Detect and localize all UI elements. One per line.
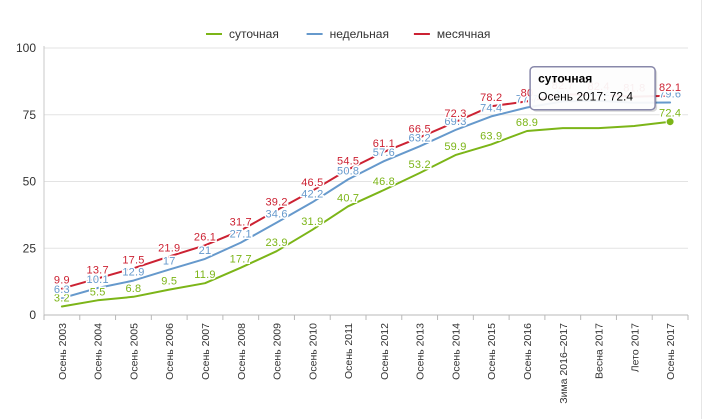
legend-label: месячная	[437, 27, 490, 41]
data-label: 46.5	[301, 177, 323, 189]
data-label: 13.7	[87, 264, 109, 276]
legend-label: недельная	[330, 27, 389, 41]
series-line-1[interactable]	[60, 99, 672, 300]
x-axis-ticks: Осень 2003 Осень 2004 Осень 2005 Осень 2006…	[57, 323, 677, 404]
data-label: 12.9	[122, 267, 144, 279]
x-tick-label: Осень 2006	[164, 323, 176, 380]
data-label: 21	[199, 245, 212, 257]
y-axis-ticks: 0 25 50 75 100	[16, 41, 36, 322]
x-tick-label: Осень 2012	[379, 323, 391, 380]
hover-point-marker[interactable]	[665, 117, 675, 127]
tooltip-title: суточная	[538, 72, 592, 86]
data-label: 82.1	[659, 82, 681, 94]
x-tick-label: Осень 2014	[450, 323, 462, 380]
data-label: 61.1	[373, 138, 395, 150]
x-tick-label: Осень 2003	[57, 323, 69, 380]
series-line-2[interactable]	[60, 93, 672, 290]
y-tick-label: 50	[23, 175, 37, 189]
data-label: 78.2	[480, 92, 502, 104]
data-label: 63.9	[480, 130, 502, 142]
data-label: 27.1	[230, 229, 252, 241]
data-label: 74.4	[480, 102, 502, 114]
data-label: 53.2	[409, 159, 431, 171]
data-label: 72.4	[659, 108, 681, 120]
x-tick-label: Осень 2008	[236, 323, 248, 380]
x-tick-label: Осень 2007	[200, 323, 212, 380]
data-label: 63.2	[409, 132, 431, 144]
legend-item-1[interactable]: недельная	[306, 27, 389, 41]
data-label: 79.6	[659, 88, 681, 100]
data-label: 6.8	[125, 283, 141, 295]
series-lines	[60, 93, 672, 308]
data-label: 17.7	[230, 254, 252, 266]
x-tick-label: Осень 2010	[307, 323, 319, 380]
data-label: 42.2	[301, 188, 323, 200]
y-tick-label: 75	[23, 108, 37, 122]
data-label: 9.9	[54, 275, 70, 287]
data-label: 21.9	[158, 243, 180, 255]
data-label: 40.7	[337, 192, 359, 204]
data-label: 59.9	[444, 141, 466, 153]
x-tick-label: Зима 2016–2017	[558, 323, 570, 404]
data-label: 31.9	[301, 216, 323, 228]
x-tick-label: Осень 2005	[128, 323, 140, 380]
data-label: 68.9	[516, 117, 538, 129]
data-label: 50.8	[337, 165, 359, 177]
data-label: 17.5	[122, 254, 144, 266]
data-label: 9.5	[161, 276, 177, 288]
x-tick-label: Весна 2017	[594, 323, 606, 379]
axes	[43, 46, 689, 320]
x-tick-label: Осень 2011	[343, 323, 355, 379]
x-tick-label: Осень 2016	[522, 323, 534, 380]
data-label: 69.3	[444, 116, 466, 128]
y-tick-label: 100	[16, 41, 36, 55]
tooltip-box	[529, 65, 656, 111]
data-label: 57.6	[373, 147, 395, 159]
data-label: 11.9	[194, 269, 215, 281]
tooltip-value: Осень 2017: 72.4	[538, 90, 633, 104]
legend-item-0[interactable]: суточная	[206, 27, 279, 41]
x-tick-label: Лето 2017	[629, 323, 641, 372]
legend: суточная недельная месячная	[206, 27, 490, 41]
data-label: 31.7	[230, 216, 252, 228]
tooltip: суточная Осень 2017: 72.4	[529, 65, 675, 127]
data-label: 46.8	[373, 176, 395, 188]
x-tick-label: Осень 2009	[272, 323, 284, 380]
data-label: 34.6	[265, 209, 287, 221]
data-label: 72.3	[444, 108, 466, 120]
legend-item-2[interactable]: месячная	[413, 27, 490, 41]
x-tick-label: Осень 2013	[415, 323, 427, 380]
data-labels: 3.2 5.5 6.8 9.5 11.9 17.7 23.9 31.9 40.7 46.8 53.2…	[52, 79, 682, 306]
legend-label: суточная	[229, 27, 279, 41]
data-label: 5.5	[90, 286, 106, 298]
data-label: 39.2	[265, 196, 287, 208]
data-label: 54.5	[337, 155, 359, 167]
x-tick-label: Осень 2017	[665, 323, 677, 380]
data-label: 26.1	[194, 231, 216, 243]
data-label: 6.3	[54, 284, 70, 296]
data-label: 3.2	[54, 292, 70, 304]
data-label: 66.5	[409, 123, 431, 135]
y-tick-label: 0	[29, 308, 36, 322]
series-line-0[interactable]	[60, 120, 672, 308]
data-label: 17	[163, 256, 176, 268]
x-tick-label: Осень 2015	[486, 323, 498, 380]
data-label: 10.1	[87, 274, 109, 286]
x-tick-label: Осень 2004	[93, 323, 105, 380]
data-label: 23.9	[265, 237, 287, 249]
y-tick-label: 25	[23, 241, 37, 255]
